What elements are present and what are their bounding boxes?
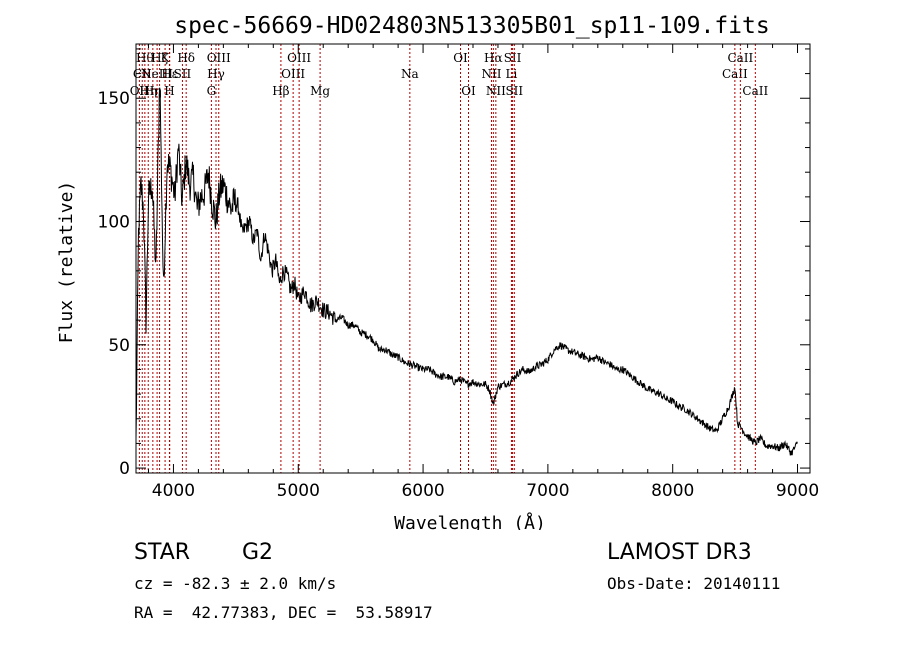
marker-label: CaII [742, 84, 768, 98]
marker-label: SII [174, 67, 192, 81]
marker-label: OIII [207, 51, 231, 65]
redshift-value: cz = -82.3 ± 2.0 km/s [134, 574, 337, 593]
x-tick-label: 6000 [401, 481, 444, 501]
marker-label: NII [486, 84, 506, 98]
flux-line [135, 87, 798, 456]
marker-label: Hα [484, 51, 503, 65]
coordinates: RA = 42.77383, DEC = 53.58917 [134, 603, 433, 622]
spectral-subclass: G2 [242, 540, 274, 565]
axis-ticks: 4000 5000 6000 7000 8000 9000 0 50 100 150 [98, 44, 819, 501]
marker-label: Hη [144, 84, 162, 98]
marker-label: OIII [281, 67, 305, 81]
marker-label: SII [505, 84, 523, 98]
x-tick-label: 9000 [776, 481, 819, 501]
marker-label: Hθ [136, 51, 154, 65]
marker-label: Mg [310, 84, 330, 98]
flux-series [135, 87, 798, 456]
marker-label: Li [506, 67, 518, 81]
marker-label: CaII [727, 51, 753, 65]
object-class: STAR [134, 540, 191, 565]
marker-label: Hε [161, 67, 178, 81]
marker-label: K [161, 51, 171, 65]
x-tick-label: 4000 [152, 481, 195, 501]
y-tick-label: 100 [98, 213, 130, 233]
y-tick-label: 150 [98, 89, 130, 109]
marker-label: OI [453, 51, 468, 65]
y-axis-label: Flux (relative) [56, 181, 77, 344]
marker-label: OII [130, 84, 150, 98]
line-markers: OIICIIHθHηHηNeIIIHζKHHεSIIHδGHγOIIIHβOII… [130, 44, 768, 473]
observation-date: Obs-Date: 20140111 [607, 574, 781, 593]
marker-label: G [207, 84, 217, 98]
spectrum-chart: spec-56669-HD024803N513305B01_sp11-109.f… [56, 13, 819, 530]
marker-label: CaII [722, 67, 748, 81]
marker-label: Hη [139, 84, 157, 98]
marker-label: CII [133, 67, 152, 81]
marker-label: H [164, 84, 174, 98]
chart-title: spec-56669-HD024803N513305B01_sp11-109.f… [174, 13, 769, 39]
marker-label: OI [461, 84, 476, 98]
marker-label: Hγ [207, 67, 225, 81]
x-tick-label: 8000 [651, 481, 694, 501]
marker-label: Hβ [272, 84, 289, 98]
marker-label: Hζ [151, 51, 168, 65]
y-tick-label: 50 [108, 336, 130, 356]
marker-label: Na [401, 67, 419, 81]
x-axis-label: Wavelength (Å) [394, 512, 546, 530]
x-tick-label: 5000 [277, 481, 320, 501]
plot-frame [135, 43, 811, 474]
y-tick-label: 0 [119, 459, 130, 479]
x-tick-label: 7000 [526, 481, 569, 501]
marker-label: Hδ [177, 51, 195, 65]
survey-name: LAMOST DR3 [607, 540, 752, 565]
marker-label: NII [481, 67, 501, 81]
marker-label: OIII [287, 51, 311, 65]
marker-label: SII [504, 51, 522, 65]
